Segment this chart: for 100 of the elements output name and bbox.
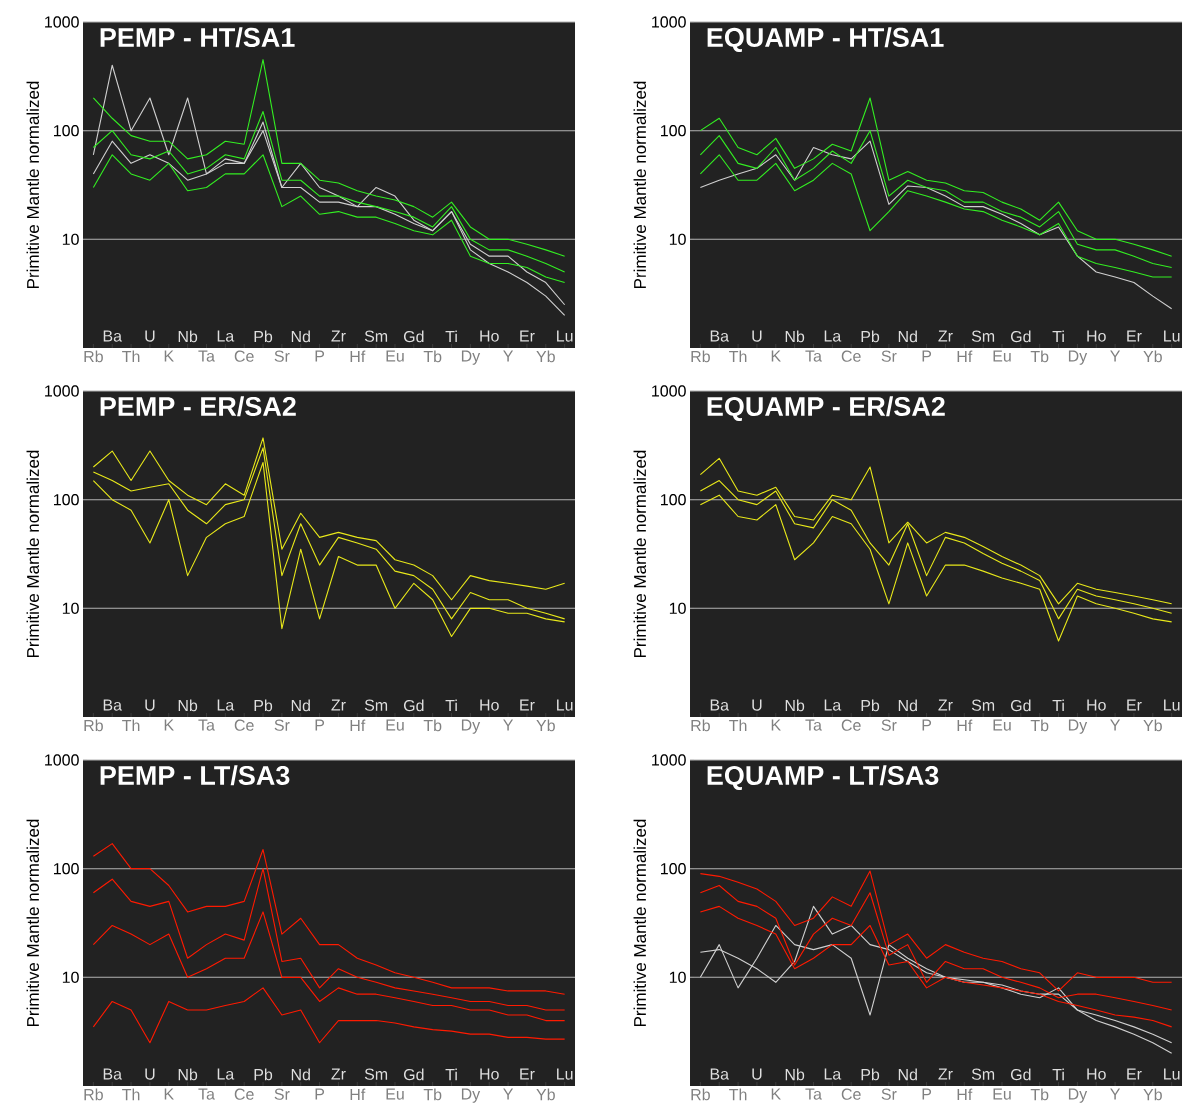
y-tick-label: 1000 [45, 16, 79, 28]
x-tick-label: K [164, 719, 174, 731]
y-tick-label: 100 [661, 494, 686, 506]
x-tick-label: Th [729, 719, 747, 732]
line-series [699, 154, 1173, 278]
x-tick-label: Ti [1052, 330, 1064, 343]
x-tick-label: Ho [480, 1068, 499, 1080]
x-tick-label: Eu [993, 350, 1011, 362]
x-tick-label: Ti [1052, 699, 1064, 712]
y-axis-title: Primitive Mantle normalized [26, 819, 40, 1026]
x-tick-label: Tb [1030, 350, 1049, 363]
y-tick-label: 10 [62, 233, 79, 245]
y-axis-title: Primitive Mantle normalized [26, 450, 40, 657]
x-tick-label: Dy [461, 350, 481, 365]
x-tick-label: Nb [178, 699, 198, 712]
x-tick-label: K [164, 350, 174, 362]
x-tick-label: Lu [1164, 330, 1180, 342]
x-tick-label: Rb [84, 1088, 103, 1101]
x-tick-label: Sm [364, 1068, 388, 1080]
line-series [699, 494, 1173, 642]
x-tick-label: Ce [841, 350, 861, 362]
x-tick-label: Sm [971, 330, 995, 342]
x-tick-label: Hf [350, 719, 366, 732]
x-tick-label: Ba [103, 699, 122, 711]
chart-title: EQUAMP - ER/SA2 [707, 396, 945, 422]
x-tick-label: Tb [423, 719, 442, 732]
x-tick-label: P [922, 1088, 932, 1100]
x-tick-label: Tb [423, 1088, 442, 1101]
x-tick-label: P [922, 350, 932, 362]
x-tick-label: Ba [710, 330, 730, 342]
x-tick-label: Sm [971, 699, 995, 711]
x-tick-label: Nb [785, 699, 805, 712]
y-tick-label: 10 [669, 233, 686, 245]
x-tick-label: Ba [710, 699, 730, 711]
x-tick-label: Y [1110, 350, 1121, 362]
y-tick-label: 100 [54, 863, 79, 875]
x-tick-label: Ti [445, 1068, 457, 1081]
line-series [92, 868, 566, 1011]
chart-title: EQUAMP - LT/SA3 [707, 765, 939, 791]
x-tick-label: Eu [993, 1088, 1011, 1100]
x-tick-label: Sr [881, 1088, 897, 1100]
x-tick-label: Ta [805, 1088, 822, 1100]
x-tick-label: Dy [1068, 1088, 1088, 1103]
x-tick-label: Gd [403, 699, 424, 712]
x-tick-label: Nb [785, 330, 805, 343]
chart-title: PEMP - HT/SA1 [100, 27, 295, 48]
x-tick-label: Ce [841, 1088, 861, 1100]
x-tick-label: Zr [331, 699, 346, 711]
x-tick-label: La [824, 1068, 842, 1080]
x-tick-label: Nb [178, 330, 198, 343]
x-tick-label: Dy [461, 719, 481, 734]
x-tick-label: U [145, 1068, 155, 1080]
x-tick-label: La [217, 1068, 235, 1080]
x-tick-label: Th [122, 719, 140, 732]
x-tick-label: P [315, 719, 325, 731]
x-tick-label: Sr [274, 350, 290, 362]
x-tick-label: Nb [178, 1068, 198, 1081]
x-tick-label: Ce [234, 719, 254, 731]
x-tick-label: Eu [993, 719, 1011, 731]
x-tick-label: Er [520, 699, 535, 711]
x-tick-label: Lu [1164, 699, 1180, 711]
y-tick-label: 10 [62, 971, 79, 983]
x-tick-label: Dy [461, 1088, 481, 1103]
x-tick-label: Hf [957, 1088, 973, 1101]
x-tick-label: Pb [254, 699, 273, 712]
x-tick-label: Ta [198, 719, 215, 731]
y-tick-label: 100 [661, 125, 686, 137]
x-tick-label: La [217, 699, 235, 711]
x-tick-label: P [922, 719, 932, 731]
x-tick-label: K [771, 350, 781, 362]
x-tick-label: Ta [198, 350, 215, 362]
line-series [92, 911, 566, 1022]
x-tick-label: Rb [691, 1088, 710, 1101]
x-tick-label: La [824, 699, 842, 711]
x-tick-label: Zr [331, 1068, 346, 1080]
x-tick-label: Yb [1143, 1088, 1162, 1101]
x-tick-label: Ti [445, 699, 457, 712]
y-tick-label: 1000 [652, 754, 686, 766]
y-tick-label: 100 [54, 125, 79, 137]
x-tick-label: Zr [938, 330, 953, 342]
x-tick-label: K [771, 719, 781, 731]
x-tick-label: Rb [691, 719, 710, 732]
x-tick-label: Zr [938, 699, 953, 711]
y-tick-label: 1000 [652, 16, 686, 28]
x-tick-label: La [217, 330, 235, 342]
x-tick-label: Ta [198, 1088, 215, 1100]
x-tick-label: Nd [898, 330, 917, 343]
x-tick-label: Y [1110, 719, 1121, 731]
x-tick-label: Ba [710, 1068, 730, 1080]
x-tick-label: Gd [403, 330, 424, 343]
x-tick-label: Ce [234, 1088, 254, 1100]
x-tick-label: Dy [1068, 350, 1088, 365]
x-tick-label: Y [503, 350, 514, 362]
x-tick-label: Pb [861, 1068, 880, 1081]
x-tick-label: Lu [557, 1068, 573, 1080]
line-series [699, 130, 1173, 269]
x-tick-label: Ta [805, 719, 822, 731]
x-tick-label: Gd [1010, 699, 1031, 712]
chart-title: PEMP - ER/SA2 [100, 396, 296, 417]
x-tick-label: Nb [785, 1068, 805, 1081]
